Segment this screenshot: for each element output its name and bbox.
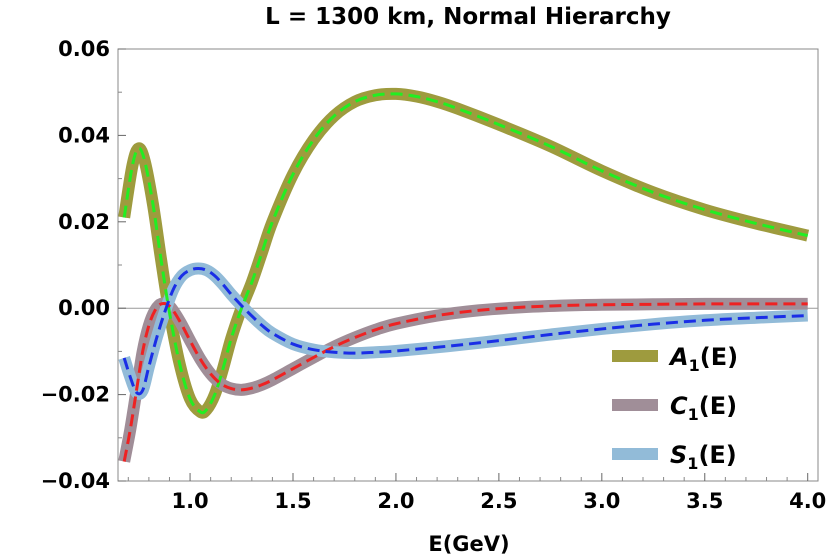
x-tick-label: 3.5 <box>686 489 723 513</box>
y-tick-label: −0.02 <box>41 383 110 407</box>
y-tick-label: −0.04 <box>41 469 110 493</box>
legend-label-a1-e: A1(E) <box>668 343 738 375</box>
y-tick-label: 0.00 <box>58 296 110 320</box>
axis-ticks: 1.0 1.5 2.0 2.5 3.0 3.5 4.0 −0.04 −0.02 0.00 0.02 0… <box>41 37 827 513</box>
legend-label-c1-e: C1(E) <box>670 392 737 424</box>
x-tick-label: 1.0 <box>171 489 208 513</box>
series-s1-e-dashed-line <box>122 266 808 396</box>
x-tick-label: 3.0 <box>583 489 620 513</box>
series-c1-e-dashed-line <box>122 301 808 462</box>
chart-title: L = 1300 km, Normal Hierarchy <box>265 4 671 30</box>
y-tick-label: 0.02 <box>58 210 110 234</box>
y-tick-label: 0.04 <box>58 123 110 147</box>
x-tick-label: 4.0 <box>789 489 826 513</box>
x-tick-label: 2.5 <box>480 489 517 513</box>
x-axis-label: E(GeV) <box>428 532 509 556</box>
y-tick-label: 0.06 <box>58 37 110 61</box>
legend: A1(E) C1(E) S1(E) <box>612 343 738 473</box>
x-tick-label: 1.5 <box>274 489 311 513</box>
series-a1-e-thick-line <box>118 87 810 419</box>
series-group <box>118 87 810 463</box>
series-c1-e-thick-line <box>118 297 808 463</box>
x-tick-label: 2.0 <box>377 489 414 513</box>
legend-label-s1-e: S1(E) <box>670 441 737 473</box>
